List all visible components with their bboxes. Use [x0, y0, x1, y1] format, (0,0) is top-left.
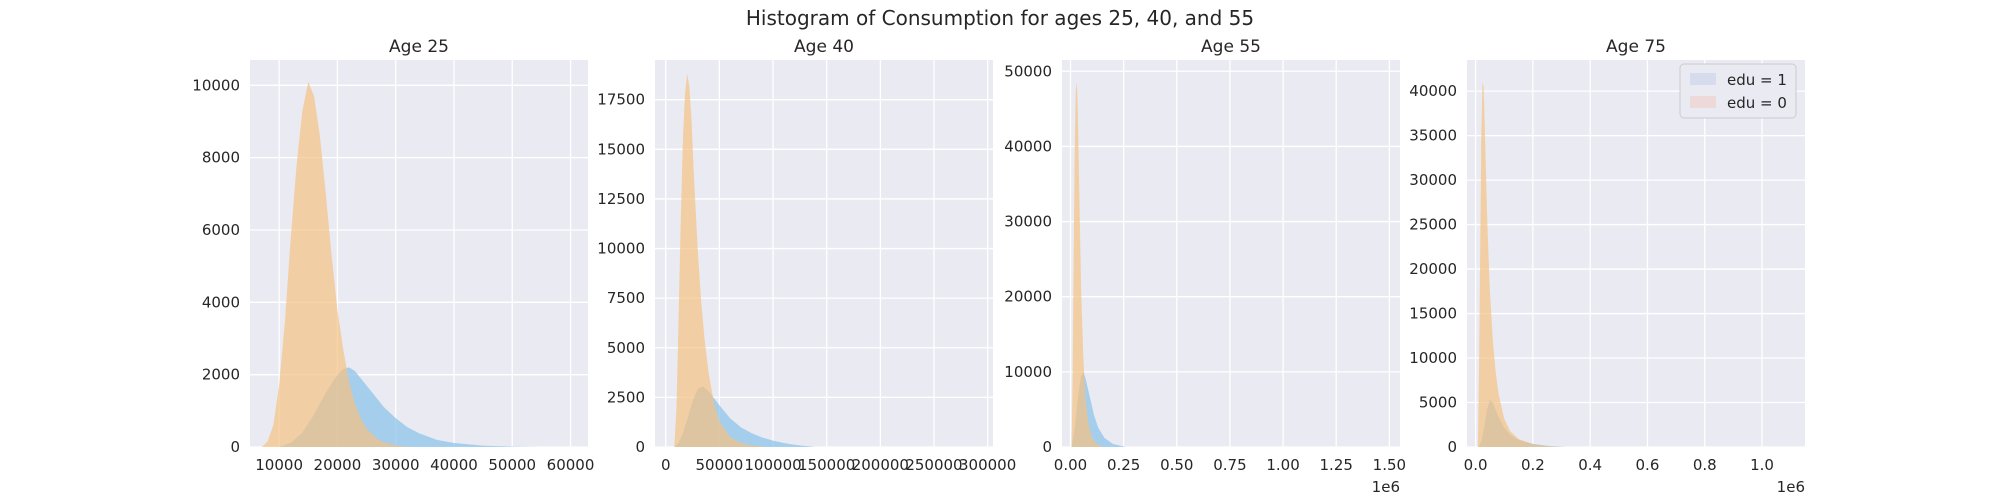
x-tick-label: 30000: [372, 456, 420, 474]
x-tick-label: 1.25: [1320, 456, 1353, 474]
y-tick-label: 10000: [1004, 363, 1052, 381]
x-tick-label: 20000: [314, 456, 362, 474]
x-tick-label: 200000: [852, 456, 909, 474]
plot-area: [1467, 60, 1805, 447]
y-tick-label: 20000: [1004, 288, 1052, 306]
y-tick-label: 10000: [1409, 349, 1457, 367]
panel-title: Age 40: [794, 37, 854, 57]
x-tick-label: 1.50: [1373, 456, 1406, 474]
y-tick-label: 12500: [597, 190, 645, 208]
y-tick-label: 50000: [1004, 62, 1052, 80]
panel-title: Age 25: [389, 37, 449, 57]
histogram-edu-0: [1477, 82, 1562, 447]
x-tick-label: 0.00: [1054, 456, 1087, 474]
y-tick-label: 25000: [1409, 216, 1457, 234]
x-tick-label: 0.75: [1213, 456, 1246, 474]
x-tick-label: 0.8: [1693, 456, 1717, 474]
y-tick-label: 0: [1042, 438, 1052, 456]
histogram-edu-0: [674, 73, 768, 448]
y-tick-label: 5000: [1419, 394, 1457, 412]
y-tick-label: 5000: [607, 339, 645, 357]
x-tick-label: 0.2: [1521, 456, 1545, 474]
y-tick-label: 30000: [1409, 171, 1457, 189]
x-tick-label: 0: [661, 456, 671, 474]
x-offset-label: 1e6: [1777, 478, 1805, 496]
y-tick-label: 0: [635, 438, 645, 456]
plot-area: [1062, 60, 1400, 447]
x-tick-label: 1.00: [1266, 456, 1299, 474]
plot-area: [655, 60, 993, 447]
panel-1: 10000 20000 30000 40000 50000 60000 0 2000 4000 6…: [192, 37, 594, 474]
x-tick-label: 0.50: [1160, 456, 1193, 474]
panel-3: 0.00 0.25 0.50 0.75 1.00 1.25 1.50 0 10000 20000 3…: [1004, 37, 1406, 496]
x-tick-label: 100000: [744, 456, 801, 474]
y-tick-label: 10000: [597, 240, 645, 258]
y-tick-label: 30000: [1004, 213, 1052, 231]
y-tick-label: 40000: [1409, 82, 1457, 100]
legend: edu = 1 edu = 0: [1679, 63, 1797, 119]
x-tick-label: 50000: [488, 456, 536, 474]
panels: 10000 20000 30000 40000 50000 600000200040006…: [192, 37, 1805, 496]
x-tick-label: 0.0: [1464, 456, 1488, 474]
y-tick-label: 7500: [607, 289, 645, 307]
x-tick-label: 150000: [798, 456, 855, 474]
y-tick-label: 15000: [1409, 305, 1457, 323]
panel-title: Age 75: [1606, 37, 1666, 57]
y-tick-label: 40000: [1004, 137, 1052, 155]
panel-4: 0.0 0.2 0.4 0.6 0.8 1.0 0 5000 10000 15000 20000 25…: [1409, 37, 1805, 496]
y-tick-label: 0: [1447, 438, 1457, 456]
y-tick-label: 10000: [192, 76, 240, 94]
figure-title: Histogram of Consumption for ages 25, 40…: [746, 6, 1254, 30]
x-tick-label: 40000: [430, 456, 478, 474]
y-tick-label: 20000: [1409, 260, 1457, 278]
x-tick-label: 250000: [905, 456, 962, 474]
x-tick-label: 0.4: [1578, 456, 1602, 474]
y-tick-label: 0: [230, 438, 240, 456]
y-tick-label: 2500: [607, 388, 645, 406]
legend-patch-edu-0: [1690, 96, 1716, 108]
x-offset-label: 1e6: [1372, 478, 1400, 496]
y-tick-label: 2000: [202, 366, 240, 384]
x-tick-label: 0.25: [1107, 456, 1140, 474]
y-tick-label: 6000: [202, 221, 240, 239]
y-tick-label: 35000: [1409, 127, 1457, 145]
histogram-edu-0: [261, 81, 414, 447]
x-tick-label: 1.0: [1750, 456, 1774, 474]
legend-label-edu-0: edu = 0: [1727, 94, 1787, 112]
y-tick-label: 4000: [202, 293, 240, 311]
x-tick-label: 300000: [959, 456, 1016, 474]
y-tick-label: 8000: [202, 149, 240, 167]
y-tick-label: 15000: [597, 140, 645, 158]
y-tick-label: 17500: [597, 91, 645, 109]
x-tick-label: 50000: [696, 456, 744, 474]
x-tick-label: 60000: [547, 456, 595, 474]
x-tick-label: 10000: [255, 456, 303, 474]
x-tick-label: 0.6: [1636, 456, 1660, 474]
panel-title: Age 55: [1201, 37, 1261, 57]
legend-patch-edu-1: [1690, 73, 1716, 85]
histogram-edu-0: [1071, 82, 1103, 447]
legend-label-edu-1: edu = 1: [1727, 71, 1787, 89]
